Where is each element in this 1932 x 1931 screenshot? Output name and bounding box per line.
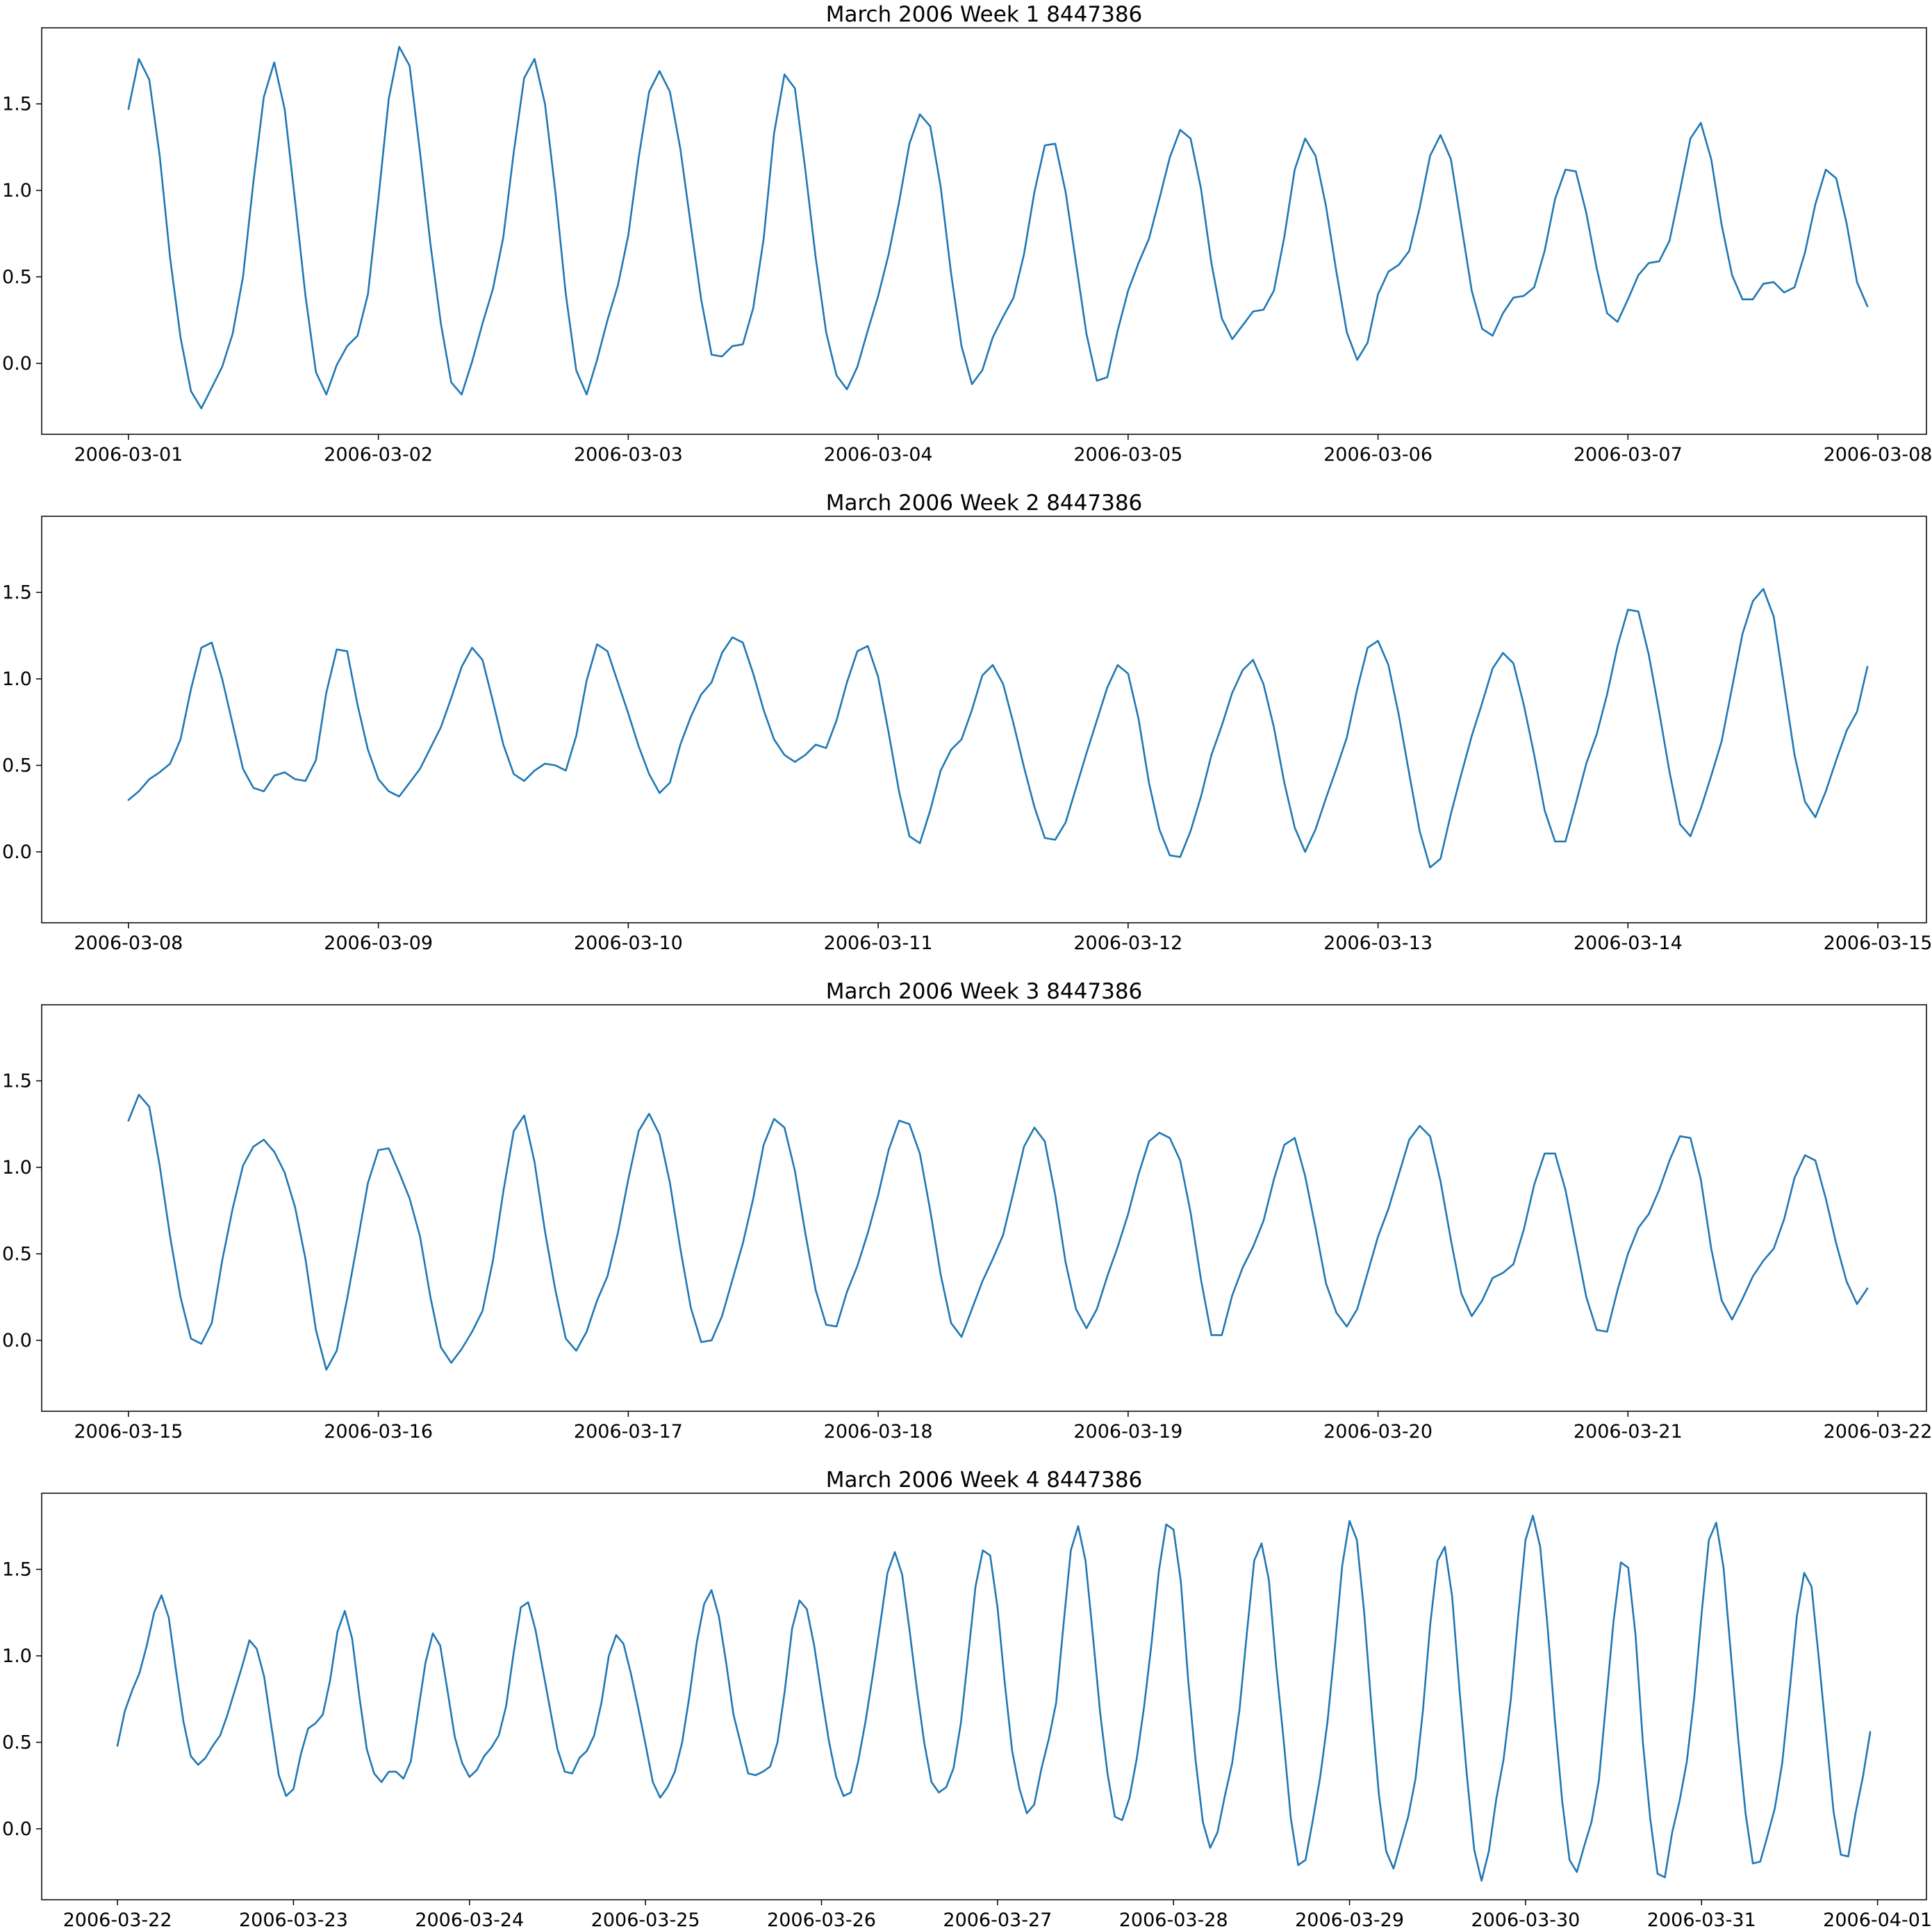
x-tick-label: 2006-03-09: [324, 932, 433, 954]
x-tick-label: 2006-03-25: [591, 1909, 700, 1931]
y-tick-label: 0.5: [2, 755, 32, 776]
x-tick-label: 2006-03-01: [74, 444, 183, 466]
y-tick-label: 0.5: [2, 1732, 32, 1753]
x-tick-label: 2006-03-24: [415, 1909, 524, 1931]
y-tick-label: 1.5: [2, 582, 32, 604]
x-tick-label: 2006-03-13: [1323, 932, 1433, 954]
axes-frame: [41, 1493, 1927, 1900]
series-line: [127, 46, 1869, 409]
y-tick-label: 0.0: [2, 841, 32, 863]
y-tick-label: 1.5: [2, 94, 32, 115]
x-tick-label: 2006-03-26: [767, 1909, 876, 1931]
x-tick-label: 2006-03-22: [1824, 1421, 1932, 1443]
series-line: [116, 1515, 1872, 1882]
y-tick-label: 0.0: [2, 353, 32, 375]
y-tick-label: 0.0: [2, 1818, 32, 1840]
x-tick-label: 2006-03-23: [239, 1909, 348, 1931]
y-tick-label: 1.0: [2, 1157, 32, 1178]
y-tick-label: 0.0: [2, 1330, 32, 1351]
x-tick-label: 2006-03-18: [824, 1421, 933, 1443]
x-tick-label: 2006-03-16: [324, 1421, 433, 1443]
x-tick-label: 2006-03-07: [1574, 444, 1683, 466]
series-line: [127, 588, 1869, 869]
chart-title: March 2006 Week 4 8447386: [826, 1468, 1143, 1493]
x-tick-label: 2006-03-08: [1824, 444, 1932, 466]
x-tick-label: 2006-03-04: [824, 444, 933, 466]
axes-frame: [41, 27, 1927, 435]
y-tick-label: 1.0: [2, 1645, 32, 1667]
x-tick-label: 2006-03-12: [1073, 932, 1182, 954]
x-tick-label: 2006-03-08: [74, 932, 183, 954]
x-tick-label: 2006-03-11: [824, 932, 933, 954]
y-tick-label: 1.5: [2, 1071, 32, 1092]
subplot-2: March 2006 Week 2 8447386 2006-03-08 2006-…: [2, 491, 1932, 954]
subplot-4: March 2006 Week 4 8447386 2006-03-22 2006-…: [2, 1468, 1932, 1931]
x-tick-label: 2006-03-30: [1471, 1909, 1580, 1931]
x-tick-label: 2006-03-27: [943, 1909, 1052, 1931]
x-tick-label: 2006-03-22: [63, 1909, 172, 1931]
x-tick-label: 2006-03-20: [1323, 1421, 1433, 1443]
x-tick-label: 2006-03-15: [1824, 932, 1932, 954]
x-tick-label: 2006-03-06: [1323, 444, 1433, 466]
axes-frame: [41, 516, 1927, 923]
subplot-1: March 2006 Week 1 8447386 2006-03-01 2006-…: [2, 2, 1932, 466]
y-tick-label: 1.5: [2, 1559, 32, 1581]
x-tick-label: 2006-03-05: [1073, 444, 1182, 466]
x-tick-label: 2006-03-29: [1295, 1909, 1404, 1931]
x-tick-label: 2006-03-14: [1574, 932, 1683, 954]
x-tick-label: 2006-03-28: [1119, 1909, 1228, 1931]
x-tick-label: 2006-03-17: [574, 1421, 683, 1443]
x-tick-label: 2006-03-31: [1647, 1909, 1756, 1931]
x-tick-label: 2006-04-01: [1823, 1909, 1932, 1931]
y-tick-label: 1.0: [2, 180, 32, 202]
chart-title: March 2006 Week 1 8447386: [826, 2, 1143, 27]
subplot-3: March 2006 Week 3 8447386 2006-03-15 2006-…: [2, 979, 1932, 1443]
chart-title: March 2006 Week 2 8447386: [826, 491, 1143, 516]
y-tick-label: 0.5: [2, 1243, 32, 1265]
x-tick-label: 2006-03-21: [1574, 1421, 1683, 1443]
x-tick-label: 2006-03-15: [74, 1421, 183, 1443]
x-tick-label: 2006-03-19: [1073, 1421, 1182, 1443]
y-tick-label: 1.0: [2, 668, 32, 690]
y-tick-label: 0.5: [2, 266, 32, 288]
series-line: [127, 1094, 1869, 1371]
x-tick-label: 2006-03-03: [574, 444, 683, 466]
chart-title: March 2006 Week 3 8447386: [826, 979, 1143, 1004]
axes-frame: [41, 1004, 1927, 1412]
x-tick-label: 2006-03-10: [574, 932, 683, 954]
x-tick-label: 2006-03-02: [324, 444, 433, 466]
